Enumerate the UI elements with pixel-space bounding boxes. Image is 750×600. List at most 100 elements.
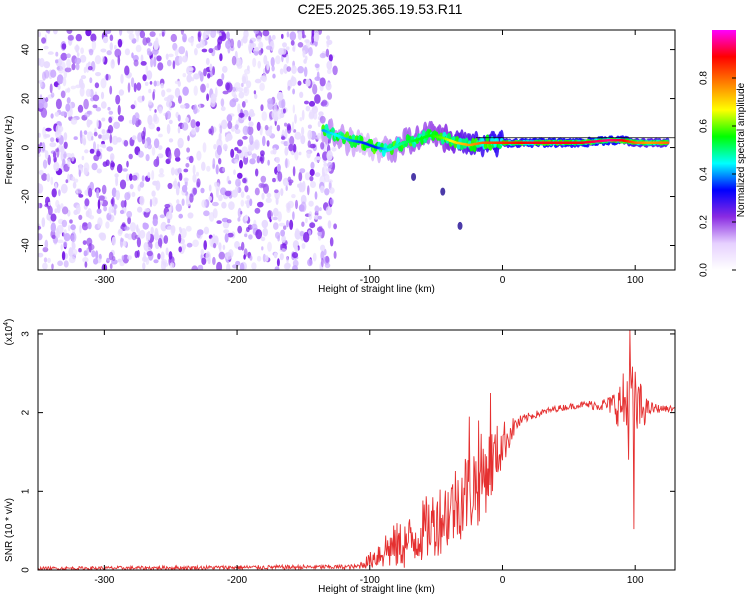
noise-blob: [84, 198, 90, 207]
noise-blob: [297, 42, 304, 48]
noise-blob: [139, 30, 146, 39]
noise-blob: [38, 252, 44, 258]
noise-blob: [197, 31, 201, 43]
noise-blob: [158, 145, 163, 151]
noise-blob: [285, 158, 288, 169]
noise-blob: [308, 100, 316, 107]
noise-blob: [71, 176, 76, 182]
noise-blob: [246, 199, 251, 209]
noise-blob: [181, 243, 187, 251]
noise-blob: [85, 30, 92, 37]
noise-blob: [274, 189, 279, 194]
noise-blob: [246, 80, 252, 89]
noise-blob: [263, 55, 268, 65]
noise-blob: [173, 184, 178, 189]
noise-blob: [305, 39, 311, 49]
noise-blob: [214, 45, 221, 51]
noise-blob: [261, 74, 268, 83]
noise-blob: [129, 222, 137, 232]
noise-blob: [224, 233, 229, 243]
noise-blob: [274, 266, 280, 270]
noise-blob: [292, 143, 297, 153]
noise-blob: [225, 82, 230, 91]
snr-multiplier-close: ): [4, 319, 15, 322]
noise-blob: [193, 104, 198, 115]
noise-blob: [96, 208, 102, 214]
noise-blob: [177, 137, 184, 149]
noise-blob: [115, 190, 121, 201]
noise-blob: [145, 65, 149, 75]
noise-blob: [146, 250, 153, 257]
noise-blob: [289, 31, 297, 41]
noise-blob: [203, 210, 210, 217]
noise-blob: [252, 57, 257, 68]
noise-blob: [216, 78, 223, 87]
noise-blob: [146, 70, 153, 80]
noise-blob: [48, 201, 51, 206]
noise-blob: [44, 134, 51, 138]
noise-blob: [131, 135, 137, 141]
noise-blob: [272, 73, 276, 79]
noise-blob: [189, 155, 194, 164]
noise-blob: [288, 181, 292, 186]
noise-blob: [96, 150, 101, 157]
spectrogram-x-axis-label: Height of straight line (km): [318, 284, 435, 295]
noise-blob: [227, 121, 233, 130]
noise-blob: [200, 249, 205, 255]
noise-blob: [220, 106, 226, 112]
noise-blob: [75, 204, 81, 215]
noise-blob: [137, 228, 141, 239]
noise-blob: [100, 78, 107, 89]
noise-blob: [45, 127, 52, 132]
noise-blob: [156, 126, 161, 132]
noise-blob: [159, 32, 162, 37]
noise-blob: [63, 233, 71, 242]
noise-blob: [42, 159, 48, 169]
noise-blob: [174, 48, 179, 57]
noise-blob: [326, 35, 331, 41]
outlier-blob-3: [457, 221, 463, 230]
noise-blob: [218, 251, 226, 260]
noise-blob: [106, 50, 112, 56]
noise-blob: [60, 111, 68, 117]
noise-blob: [117, 104, 121, 116]
noise-blob: [117, 55, 121, 66]
noise-blob: [167, 59, 172, 67]
noise-blob: [76, 52, 80, 57]
noise-blob: [62, 77, 67, 87]
noise-blob: [94, 55, 102, 65]
noise-blob: [178, 233, 182, 244]
noise-blob: [141, 175, 145, 182]
noise-blob: [50, 69, 57, 78]
noise-blob: [98, 134, 102, 139]
noise-blob: [299, 91, 304, 99]
noise-blob: [91, 40, 97, 51]
noise-blob: [251, 153, 257, 159]
noise-blob: [60, 203, 64, 209]
noise-blob: [187, 135, 190, 142]
noise-blob: [322, 172, 326, 177]
noise-blob: [221, 119, 228, 130]
noise-blob: [93, 258, 99, 265]
noise-blob: [258, 182, 266, 189]
noise-blob: [70, 224, 76, 231]
noise-blob: [131, 52, 134, 59]
noise-blob: [332, 65, 338, 76]
noise-blob: [75, 63, 80, 71]
noise-blob: [248, 121, 254, 127]
noise-blob: [280, 243, 283, 251]
noise-blob: [43, 45, 49, 50]
noise-blob: [289, 219, 294, 230]
noise-blob: [61, 219, 68, 228]
noise-blob: [136, 237, 141, 248]
noise-blob: [124, 233, 130, 239]
noise-blob: [129, 173, 133, 181]
noise-blob: [75, 189, 79, 196]
noise-blob: [139, 195, 145, 206]
noise-blob: [311, 33, 315, 44]
noise-blob: [157, 153, 164, 159]
y-tick-label: 3: [21, 331, 32, 337]
noise-blob: [244, 233, 248, 238]
noise-blob: [292, 46, 295, 52]
